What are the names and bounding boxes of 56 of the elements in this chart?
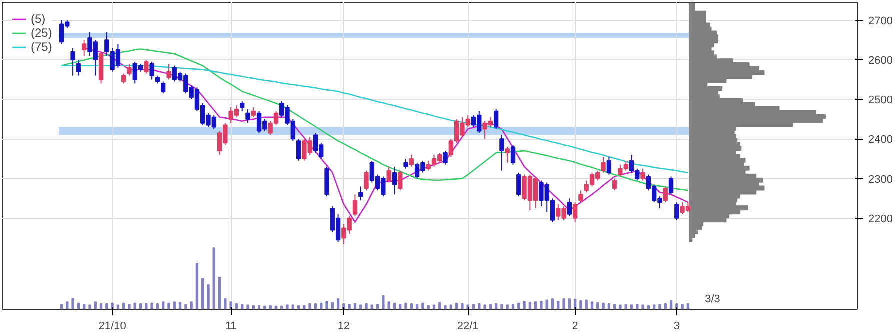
- candlestick: [674, 202, 680, 221]
- candlestick: [663, 186, 668, 204]
- candlestick: [505, 146, 510, 164]
- y-tick-label: 2500: [868, 94, 893, 107]
- candlestick: [443, 150, 448, 166]
- text: 3/3: [705, 294, 720, 306]
- candlestick: [567, 198, 572, 217]
- legend-label: (25): [31, 26, 52, 40]
- candlestick: [409, 154, 414, 168]
- candlestick: [500, 134, 504, 172]
- candlestick: [122, 73, 126, 84]
- y-tick-label: 2400: [868, 134, 893, 146]
- candlestick: [76, 59, 82, 76]
- candlestick: [358, 186, 364, 202]
- x-tick-label: 11: [225, 320, 237, 332]
- y-tick-label: 2200: [868, 213, 893, 226]
- candlestick: [246, 108, 250, 124]
- candlestick: [612, 178, 618, 192]
- legend-label: (75): [31, 40, 52, 54]
- candlestick: [668, 176, 674, 196]
- candlestick: [150, 61, 154, 80]
- x-tick-label: 12: [338, 320, 350, 332]
- candlestick: [640, 168, 646, 182]
- bar: [688, 237, 693, 242]
- y-tick-label: 2300: [868, 174, 893, 186]
- candlestick: [392, 166, 398, 196]
- candlestick: [398, 170, 403, 192]
- x-tick-label: 21/10: [98, 320, 126, 332]
- candlestick: [166, 63, 172, 80]
- candlestick: [578, 190, 584, 204]
- candlestick: [510, 144, 516, 166]
- candlestick: [144, 59, 149, 74]
- candlestick: [70, 48, 76, 76]
- bar: [688, 234, 696, 238]
- candlestick: [494, 108, 499, 130]
- candlestick: [516, 172, 522, 198]
- x-tick-label: 22/1: [457, 320, 479, 332]
- candlestick: [601, 156, 606, 174]
- y-tick-label: 2700: [868, 15, 893, 28]
- candlestick: [386, 166, 392, 184]
- candlestick: [364, 170, 369, 192]
- candlestick: [251, 106, 256, 118]
- candlestick: [82, 40, 87, 56]
- candlestick: [161, 81, 166, 94]
- x-tick-label: 2: [572, 320, 578, 332]
- x-tick-label: 3: [674, 320, 680, 332]
- legend-label: (5): [31, 12, 47, 26]
- candlestick: [572, 202, 578, 223]
- bar: [688, 218, 727, 223]
- y-tick-label: 2600: [868, 54, 893, 67]
- candlestick: [127, 63, 132, 76]
- candlestick: [404, 158, 408, 170]
- candlestick: [352, 194, 358, 217]
- candlestick: [606, 156, 612, 176]
- candlestick: [240, 101, 245, 112]
- candlestick: [296, 138, 302, 162]
